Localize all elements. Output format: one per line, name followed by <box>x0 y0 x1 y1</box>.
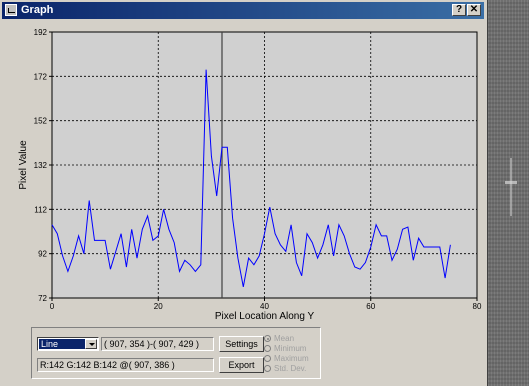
window-title: Graph <box>21 4 54 16</box>
radio-dot-icon <box>264 355 271 362</box>
close-button[interactable]: ✕ <box>467 4 481 16</box>
export-button[interactable]: Export <box>219 357 264 373</box>
chevron-down-icon[interactable] <box>85 339 97 349</box>
title-bar[interactable]: Graph ? ✕ <box>2 2 484 19</box>
rgb-readout-field: R:142 G:142 B:142 @( 907, 386 ) <box>37 358 214 372</box>
line-chart: 0 20 40 60 80 72 92 112 132 152 172 192 Pixel Locati… <box>18 28 482 322</box>
settings-button[interactable]: Settings <box>219 336 264 352</box>
radio-label: Minimum <box>274 344 307 353</box>
x-tick-label: 40 <box>260 302 269 311</box>
radio-dot-icon <box>264 335 271 342</box>
coordinates-field: ( 907, 354 )-( 907, 429 ) <box>101 337 214 351</box>
x-tick-label: 20 <box>154 302 163 311</box>
radio-label: Maximum <box>274 354 309 363</box>
y-axis-label: Pixel Value <box>18 140 29 190</box>
y-tick-label: 92 <box>38 250 47 259</box>
x-tick-label: 0 <box>50 302 55 311</box>
radio-label: Std. Dev. <box>274 364 307 373</box>
y-tick-label: 192 <box>34 28 48 37</box>
series-line <box>51 69 451 287</box>
graph-window-icon <box>5 4 17 16</box>
x-tick-label: 80 <box>473 302 482 311</box>
y-tick-label: 152 <box>34 117 48 126</box>
graph-window: Graph ? ✕ 0 20 40 60 80 72 92 112 132 152 172 192 Pi… <box>0 0 488 386</box>
chart-area: 0 20 40 60 80 72 92 112 132 152 172 192 Pixel Locati… <box>4 22 484 324</box>
x-axis-label: Pixel Location Along Y <box>215 311 315 322</box>
y-tick-label: 132 <box>34 161 48 170</box>
x-tick-label: 60 <box>366 302 375 311</box>
radio-dot-icon <box>264 365 271 372</box>
y-tick-label: 172 <box>34 72 48 81</box>
background-slider-thumb <box>505 181 517 184</box>
plot-mode-value: Line <box>39 339 85 349</box>
radio-dot-icon <box>264 345 271 352</box>
y-tick-label: 72 <box>38 294 47 303</box>
background-image <box>488 0 529 386</box>
radio-label: Mean <box>274 334 295 343</box>
background-slider-track <box>510 158 512 216</box>
controls-panel <box>31 327 321 379</box>
help-button[interactable]: ? <box>452 4 466 16</box>
plot-mode-select[interactable]: Line <box>37 337 99 351</box>
y-tick-label: 112 <box>34 205 47 214</box>
